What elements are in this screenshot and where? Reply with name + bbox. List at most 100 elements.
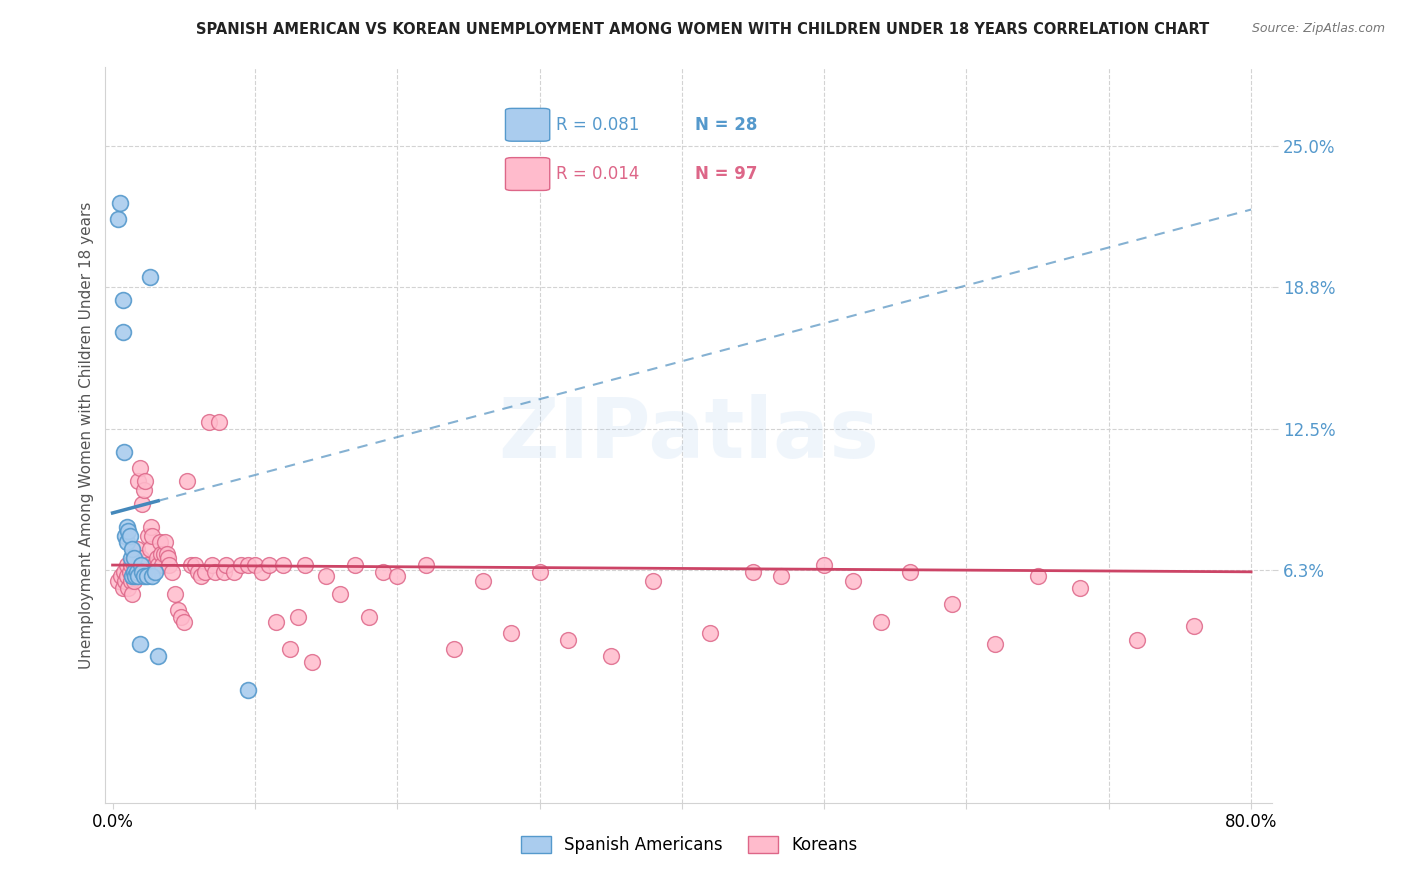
Point xyxy=(841,574,863,588)
Text: SPANISH AMERICAN VS KOREAN UNEMPLOYMENT AMONG WOMEN WITH CHILDREN UNDER 18 YEARS: SPANISH AMERICAN VS KOREAN UNEMPLOYMENT … xyxy=(197,22,1209,37)
Point xyxy=(145,551,167,566)
Point xyxy=(813,558,835,572)
Point xyxy=(1069,581,1091,595)
Point xyxy=(742,565,765,579)
Point xyxy=(1026,569,1049,583)
Point xyxy=(159,558,181,572)
Point xyxy=(187,565,209,579)
Point xyxy=(122,574,145,588)
Point xyxy=(170,610,193,624)
Point xyxy=(114,574,136,588)
Point xyxy=(125,542,148,557)
Point xyxy=(120,558,142,572)
Point xyxy=(165,587,187,601)
Text: N = 28: N = 28 xyxy=(695,116,758,134)
Point xyxy=(138,542,160,557)
Point xyxy=(280,641,302,656)
Point xyxy=(385,569,409,583)
Point xyxy=(127,569,149,583)
Point xyxy=(128,460,150,475)
Point xyxy=(184,558,207,572)
Point xyxy=(150,558,173,572)
Point xyxy=(250,565,273,579)
Point xyxy=(143,558,166,572)
Point xyxy=(135,558,157,572)
Text: N = 97: N = 97 xyxy=(695,165,758,183)
Point xyxy=(984,637,1007,651)
FancyBboxPatch shape xyxy=(506,109,550,141)
Point xyxy=(699,626,721,640)
Point xyxy=(124,551,146,566)
Point xyxy=(557,632,579,647)
Point xyxy=(229,558,252,572)
Point xyxy=(208,416,231,430)
Point xyxy=(770,569,793,583)
Point xyxy=(204,565,226,579)
Point xyxy=(212,565,235,579)
Point xyxy=(294,558,316,572)
Point xyxy=(190,569,212,583)
Point xyxy=(155,535,177,549)
Point xyxy=(131,565,153,579)
Text: ZIPatlas: ZIPatlas xyxy=(499,394,879,475)
Point xyxy=(153,547,174,561)
Point xyxy=(129,551,152,566)
Text: R = 0.081: R = 0.081 xyxy=(557,116,640,134)
Point xyxy=(329,587,352,601)
Point xyxy=(124,563,146,577)
Point xyxy=(315,569,337,583)
Point xyxy=(156,547,179,561)
Point xyxy=(371,565,394,579)
Point xyxy=(125,558,148,572)
Point xyxy=(115,535,138,549)
Point xyxy=(132,569,155,583)
Point xyxy=(118,565,141,579)
Point xyxy=(264,615,287,629)
Point xyxy=(115,569,138,583)
Point xyxy=(471,574,494,588)
Point xyxy=(122,551,145,566)
Point xyxy=(898,565,921,579)
Point xyxy=(343,558,366,572)
Point xyxy=(176,475,198,489)
Point xyxy=(222,565,245,579)
Point xyxy=(114,528,136,542)
Point xyxy=(243,558,266,572)
Point xyxy=(143,565,166,579)
Point xyxy=(146,558,169,572)
Point xyxy=(107,211,129,226)
Point xyxy=(124,569,146,583)
Point xyxy=(173,615,195,629)
Point xyxy=(141,569,163,583)
Point xyxy=(180,558,202,572)
FancyBboxPatch shape xyxy=(506,158,550,190)
Point xyxy=(167,603,190,617)
Point xyxy=(1126,632,1149,647)
Text: R = 0.014: R = 0.014 xyxy=(557,165,640,183)
Point xyxy=(135,569,157,583)
Point xyxy=(357,610,380,624)
Point xyxy=(117,524,139,538)
Point xyxy=(117,581,139,595)
Point xyxy=(529,565,551,579)
Point xyxy=(128,637,150,651)
Point xyxy=(142,558,165,572)
Point xyxy=(110,569,132,583)
Point xyxy=(141,528,163,542)
Point xyxy=(198,416,221,430)
Point xyxy=(1182,619,1205,633)
Point xyxy=(599,648,621,663)
Point xyxy=(107,574,129,588)
Point xyxy=(162,565,184,579)
Point xyxy=(136,528,159,542)
Point xyxy=(149,547,172,561)
Point xyxy=(111,325,134,339)
Point xyxy=(122,558,145,572)
Point xyxy=(131,497,153,511)
Point xyxy=(157,551,180,566)
Point xyxy=(273,558,295,572)
Point xyxy=(443,641,465,656)
Point xyxy=(415,558,437,572)
Point xyxy=(120,574,142,588)
Point xyxy=(257,558,280,572)
